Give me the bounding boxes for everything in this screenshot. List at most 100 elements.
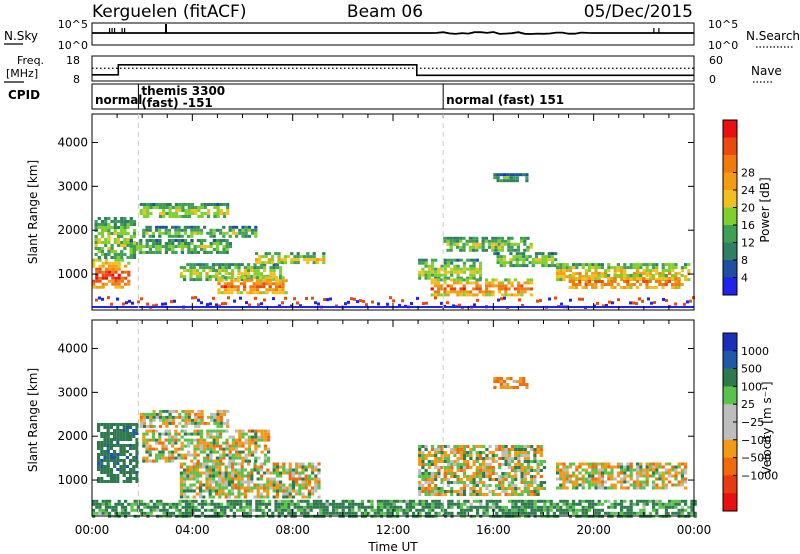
echo-cell — [664, 263, 668, 267]
echo-cell — [317, 302, 320, 306]
echo-cell — [305, 297, 308, 300]
echo-cell — [674, 465, 678, 469]
echo-cell — [184, 215, 188, 218]
echo-cell — [584, 263, 588, 267]
echo-cell — [513, 278, 517, 282]
echo-cell — [421, 261, 425, 265]
echo-cell — [209, 447, 213, 451]
echo-cell — [123, 229, 127, 232]
echo-cell — [648, 275, 652, 279]
echo-cell — [116, 453, 120, 456]
echo-cell — [129, 480, 133, 483]
echo-cell — [184, 203, 188, 206]
echo-cell — [475, 460, 479, 463]
echo-cell — [109, 480, 113, 483]
time-tick-label: 04:00 — [175, 523, 210, 537]
echo-cell — [639, 283, 643, 286]
echo-cell — [183, 275, 187, 279]
echo-cell — [285, 492, 289, 496]
echo-cell — [674, 266, 678, 270]
echo-cell — [475, 484, 479, 487]
echo-cell — [491, 472, 495, 475]
echo-cell — [162, 421, 166, 425]
echo-cell — [229, 505, 233, 509]
echo-cell — [596, 301, 599, 305]
echo-cell — [263, 432, 267, 436]
echo-cell — [204, 499, 208, 503]
echo-cell — [309, 258, 313, 262]
echo-cell — [314, 474, 318, 478]
echo-cell — [597, 483, 601, 487]
echo-cell — [629, 508, 633, 512]
echo-cell — [215, 465, 219, 469]
echo-cell — [161, 231, 165, 235]
echo-cell — [399, 505, 403, 509]
echo-cell — [271, 511, 275, 515]
echo-cell — [184, 505, 188, 509]
echo-cell — [443, 278, 447, 282]
echo-cell — [440, 478, 444, 481]
echo-cell — [263, 438, 267, 442]
echo-cell — [623, 263, 627, 267]
echo-cell — [135, 477, 139, 480]
echo-cell — [434, 276, 438, 280]
echo-cell — [671, 483, 675, 487]
echo-cell — [533, 451, 537, 454]
echo-cell — [129, 453, 133, 456]
echo-cell — [267, 450, 271, 454]
echo-cell — [690, 511, 694, 515]
echo-cell — [126, 256, 130, 259]
echo-cell — [132, 235, 137, 238]
echo-cell — [456, 273, 460, 277]
echo-cell — [515, 255, 519, 259]
echo-cell — [241, 234, 245, 238]
echo-cell — [210, 418, 214, 422]
echo-cell — [122, 432, 126, 435]
echo-cell — [434, 270, 438, 274]
echo-cell — [211, 477, 215, 481]
echo-cell — [231, 441, 235, 445]
echo-cell — [317, 495, 321, 499]
echo-cell — [155, 203, 159, 206]
echo-cell — [209, 251, 213, 254]
echo-cell — [524, 508, 528, 512]
echo-cell — [122, 426, 126, 429]
echo-cell — [203, 225, 207, 229]
echo-cell — [456, 245, 460, 249]
echo-cell — [591, 465, 595, 469]
echo-cell — [208, 483, 212, 487]
echo-cell — [639, 462, 643, 466]
echo-cell — [655, 278, 659, 282]
echo-cell — [271, 261, 275, 265]
echo-cell — [674, 274, 678, 277]
echo-cell — [517, 445, 521, 448]
echo-cell — [504, 493, 508, 496]
echo-cell — [248, 303, 251, 307]
echo-cell — [552, 511, 556, 515]
echo-cell — [529, 278, 533, 282]
echo-cell — [494, 478, 499, 481]
echo-cell — [247, 444, 251, 448]
echo-cell — [183, 432, 187, 436]
echo-cell — [559, 483, 563, 487]
y-tick-label: 1000 — [57, 473, 88, 487]
echo-cell — [450, 490, 454, 493]
echo-cell — [444, 511, 448, 515]
echo-cell — [199, 450, 203, 454]
echo-cell — [485, 511, 489, 515]
echo-cell — [140, 297, 143, 301]
echo-cell — [236, 288, 240, 292]
echo-cell — [613, 486, 617, 490]
echo-cell — [266, 489, 270, 493]
colorbar-tick-label: −25 — [741, 416, 764, 429]
echo-cell — [181, 206, 185, 209]
echo-cell — [122, 468, 126, 471]
echo-cell — [478, 290, 482, 294]
echo-cell — [690, 499, 694, 503]
echo-cell — [465, 293, 469, 297]
echo-cell — [597, 274, 601, 277]
echo-cell — [272, 471, 276, 475]
echo-cell — [430, 475, 435, 478]
echo-cell — [526, 445, 531, 448]
echo-cell — [106, 429, 110, 432]
